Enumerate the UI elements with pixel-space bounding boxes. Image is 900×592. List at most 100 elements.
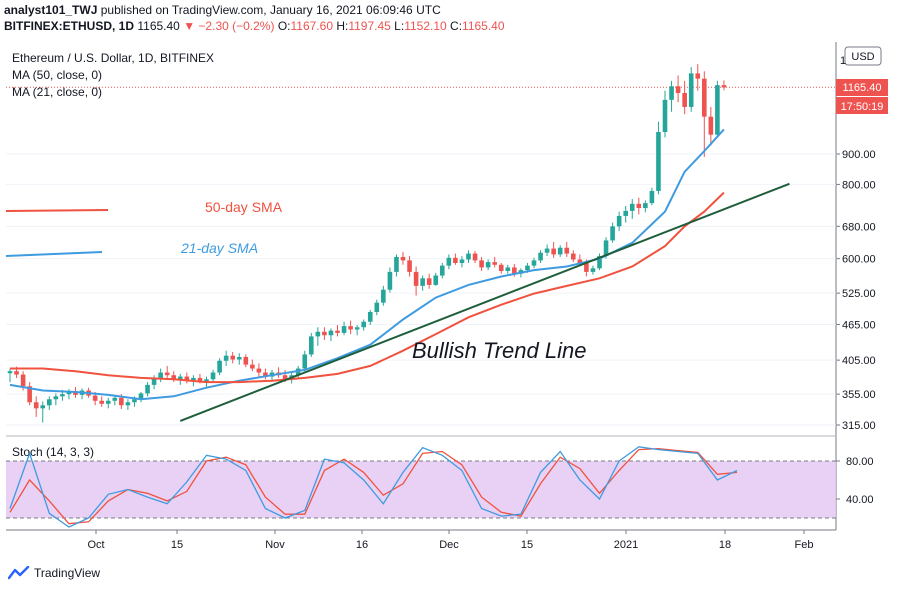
candle-body <box>505 267 511 272</box>
candle-body <box>132 399 137 403</box>
candle-body <box>538 252 543 261</box>
candle-body <box>341 326 347 333</box>
candle-body <box>33 402 39 409</box>
candle-body <box>453 257 458 264</box>
low-value: 1152.10 <box>404 19 447 33</box>
candle-body <box>715 85 720 135</box>
candle-body <box>191 377 196 381</box>
candle-body <box>92 395 98 401</box>
candle-body <box>105 400 111 404</box>
candle-body <box>282 375 288 380</box>
candle-body <box>14 371 19 375</box>
candle-body <box>531 260 537 266</box>
price-pane[interactable]: 900.00 800.00 680.00 600.00 525.00 465.00 405.… <box>5 42 876 531</box>
candle-body <box>60 394 65 397</box>
publish-header: analyst101_TWJ published on TradingView.… <box>4 2 505 34</box>
candle-body <box>171 375 177 380</box>
candle-body <box>151 377 157 385</box>
stoch-label: Stoch (14, 3, 3) <box>12 445 94 459</box>
time-tick-label: 16 <box>356 539 368 551</box>
ma21-legend-swatch <box>5 251 103 257</box>
candle-body <box>374 302 380 313</box>
time-tick-label: 2021 <box>614 539 638 551</box>
candle-body <box>479 260 484 268</box>
candle-body <box>40 405 46 409</box>
stoch-tick-label: 40.00 <box>846 494 874 506</box>
price-tick-label: 465.00 <box>842 319 876 331</box>
time-tick-label: 15 <box>521 539 533 551</box>
candle-body <box>643 203 648 209</box>
price-tick-label: 315.00 <box>842 420 876 432</box>
change-value: ▼ −2.30 (−0.2%) <box>183 19 275 33</box>
candle-body <box>688 73 694 107</box>
publisher-name[interactable]: analyst101_TWJ <box>4 3 98 17</box>
candle-body <box>682 92 687 107</box>
candle-body <box>230 355 235 360</box>
candle-body <box>387 271 393 290</box>
candle-body <box>309 336 314 355</box>
candle-body <box>629 203 635 211</box>
candle-body <box>322 331 327 336</box>
candle-body <box>47 399 52 406</box>
published-text: published on TradingView.com, January 16… <box>100 3 441 17</box>
time-tick-label: 15 <box>171 539 183 551</box>
moving-averages <box>9 128 725 401</box>
price-grid <box>6 86 836 426</box>
legend-ma50[interactable]: MA (50, close, 0) <box>12 68 102 82</box>
ohlc-line: BITFINEX:ETHUSD, 1D 1165.40 ▼ −2.30 (−0.… <box>4 19 505 33</box>
currency-button[interactable]: USD <box>851 51 874 63</box>
sma50-label: 50-day SMA <box>205 199 283 215</box>
candle-body <box>197 377 203 383</box>
candle-body <box>721 85 727 88</box>
tradingview-logo-icon <box>8 566 30 580</box>
candle-body <box>525 265 530 271</box>
close-value: 1165.40 <box>462 19 505 33</box>
candle-body <box>577 259 583 264</box>
legend-title: Ethereum / U.S. Dollar, 1D, BITFINEX <box>12 51 214 65</box>
candle-body <box>420 278 425 286</box>
price-axis-ticks: 900.00 800.00 680.00 600.00 525.00 465.00 405.… <box>836 149 876 432</box>
price-tick-label: 600.00 <box>842 254 876 266</box>
candle-body <box>433 275 439 285</box>
candle-body <box>426 278 432 285</box>
candle-body <box>466 253 471 260</box>
time-tick-label: Dec <box>439 539 459 551</box>
candle-body <box>204 379 209 383</box>
candle-body <box>27 386 32 403</box>
time-tick-label: Oct <box>87 539 104 551</box>
trend-line-label: Bullish Trend Line <box>412 338 586 363</box>
candle-body <box>125 402 131 406</box>
price-tick-label: 405.00 <box>842 355 876 367</box>
candle-body <box>145 384 150 394</box>
candle-body <box>184 376 190 381</box>
candle-body <box>636 203 642 209</box>
tradingview-footer[interactable]: TradingView <box>8 566 100 580</box>
candle-body <box>675 86 681 93</box>
candle-body <box>564 247 570 254</box>
candle-body <box>616 215 622 227</box>
ma50-legend-swatch <box>5 209 109 212</box>
candle-body <box>413 271 419 286</box>
stochastic-pane[interactable]: Stoch (14, 3, 3) 80.00 40.00 <box>6 445 874 528</box>
candle-body <box>702 78 707 117</box>
candle-body <box>243 356 249 365</box>
countdown-label: 17:50:19 <box>841 101 884 113</box>
trend-line-group[interactable] <box>179 182 790 422</box>
legend-ma21[interactable]: MA (21, close, 0) <box>12 85 102 99</box>
candle-body <box>440 265 445 276</box>
bullish-trend-line <box>179 182 790 422</box>
high-value: 1197.45 <box>348 19 391 33</box>
candle-body <box>584 263 589 272</box>
candle-body <box>610 226 615 241</box>
candle-body <box>367 312 373 322</box>
candle-body <box>236 356 242 360</box>
candle-body <box>708 116 714 135</box>
last-value: 1165.40 <box>137 19 180 33</box>
currency-button-bg[interactable] <box>844 46 882 66</box>
candle-body <box>662 99 668 133</box>
candle-body <box>597 256 602 269</box>
candle-body <box>73 391 78 395</box>
candle-body <box>354 327 360 330</box>
sma21-label: 21-day SMA <box>180 240 258 256</box>
